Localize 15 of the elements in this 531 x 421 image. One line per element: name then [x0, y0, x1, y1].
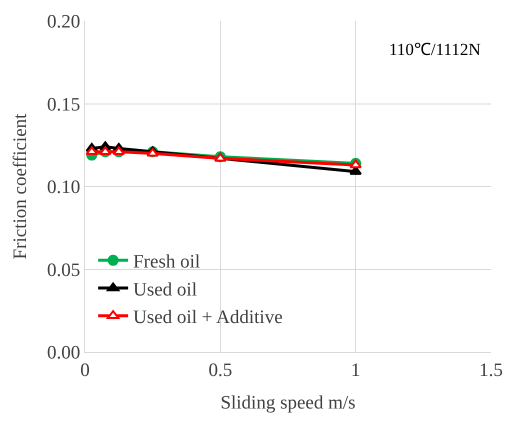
x-tick-label: 0 [80, 360, 90, 381]
legend-label: Fresh oil [133, 252, 200, 273]
y-axis-title: Friction coefficient [10, 112, 31, 260]
x-tick-label: 1.5 [479, 360, 503, 381]
y-tick-label: 0.00 [46, 342, 80, 364]
y-tick-label: 0.05 [46, 260, 80, 281]
x-axis-title: Sliding speed m/s [220, 392, 356, 414]
y-tick-label: 0.20 [46, 12, 80, 33]
annotation: 110℃/1112N [389, 40, 481, 59]
x-tick-label: 1 [350, 360, 360, 381]
x-tick-label: 0.5 [208, 360, 232, 381]
y-tick-label: 0.10 [46, 177, 80, 198]
legend-label: Used oil + Additive [133, 307, 283, 328]
y-tick-label: 0.15 [46, 94, 80, 116]
legend-label: Used oil [133, 279, 197, 300]
